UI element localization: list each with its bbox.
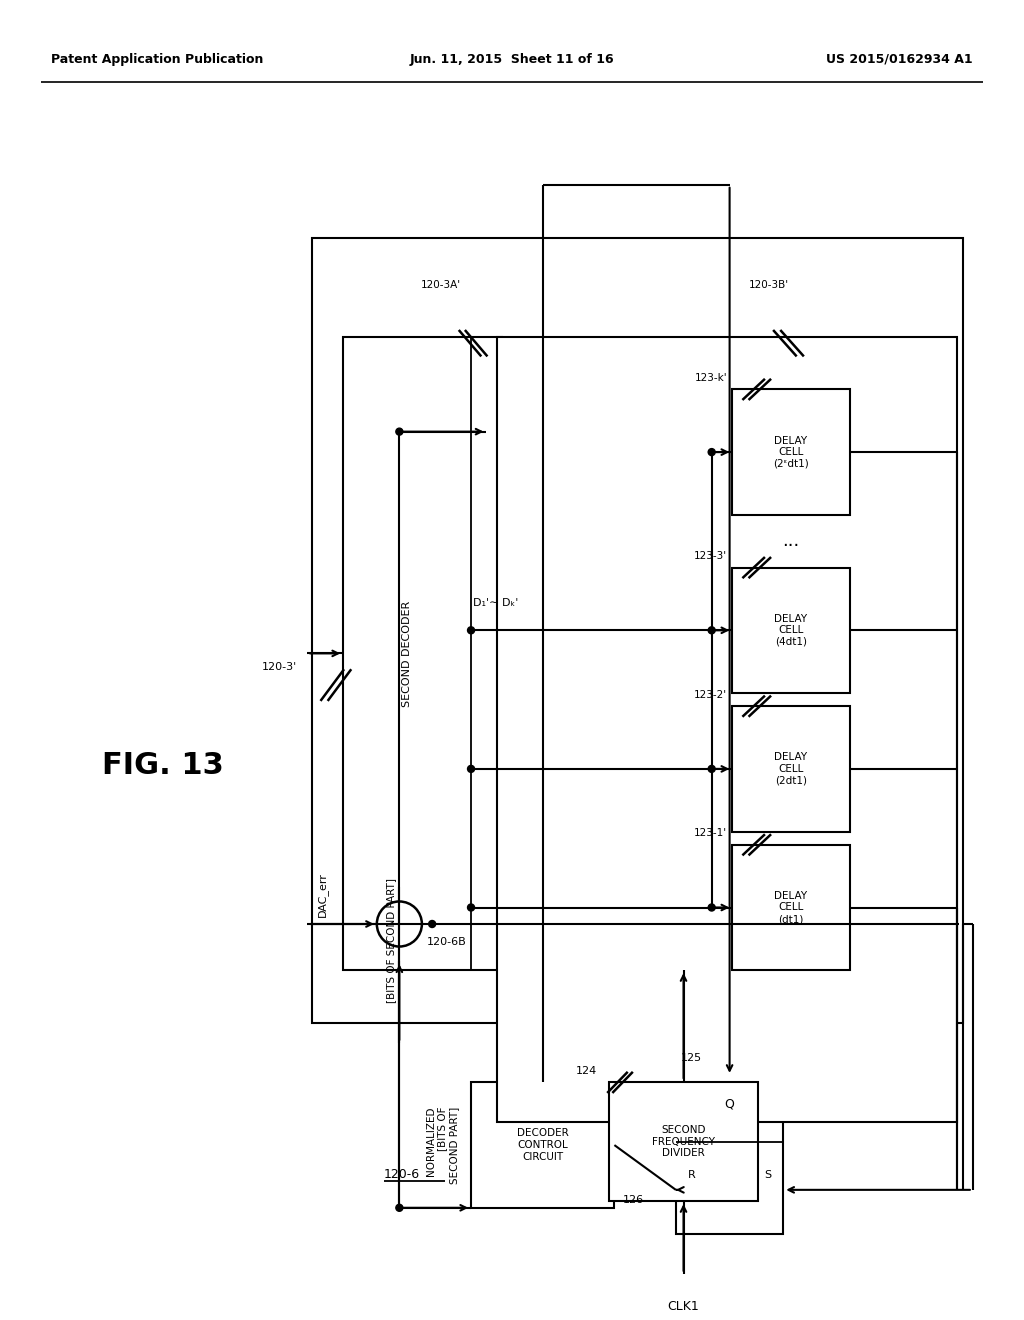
Bar [609,1082,758,1201]
Text: SECOND
FREQUENCY
DIVIDER: SECOND FREQUENCY DIVIDER [652,1125,715,1159]
Bar [732,568,850,693]
Text: DELAY
CELL
(dt1): DELAY CELL (dt1) [774,891,808,924]
Bar [676,1076,783,1234]
Text: DELAY
CELL
(2ᵋdt1): DELAY CELL (2ᵋdt1) [773,436,809,469]
Text: 125: 125 [681,1052,702,1063]
Text: NORMALIZED
[BITS OF
SECOND PART]: NORMALIZED [BITS OF SECOND PART] [426,1106,459,1184]
Text: D₁'∼ Dₖ': D₁'∼ Dₖ' [473,598,518,607]
Circle shape [468,904,474,911]
Text: [BITS OF SECOND PART]: [BITS OF SECOND PART] [386,878,396,1003]
Text: 123-2': 123-2' [694,689,727,700]
Text: 126: 126 [623,1195,644,1205]
Text: Q: Q [725,1098,734,1111]
Text: 123-k': 123-k' [694,372,727,383]
Bar [732,389,850,515]
Text: Patent Application Publication: Patent Application Publication [51,53,263,66]
Text: R: R [688,1171,696,1180]
Text: 120-3': 120-3' [262,661,297,672]
Text: 120-6B: 120-6B [427,937,467,948]
Circle shape [396,1204,402,1212]
Circle shape [396,428,402,436]
Bar [497,337,957,1122]
Text: 120-3A': 120-3A' [421,280,461,290]
Circle shape [709,904,715,911]
Text: 124: 124 [575,1065,597,1076]
Text: DELAY
CELL
(4dt1): DELAY CELL (4dt1) [774,614,808,647]
Text: SECOND DECODER: SECOND DECODER [402,601,412,706]
Circle shape [709,627,715,634]
Bar [471,1082,614,1208]
Text: FIG. 13: FIG. 13 [102,751,224,780]
Circle shape [709,766,715,772]
Text: 123-3': 123-3' [694,550,727,561]
Text: 123-1': 123-1' [694,828,727,838]
Bar [343,337,502,970]
Text: ...: ... [782,532,800,550]
Bar [732,845,850,970]
Bar [312,238,963,1023]
Circle shape [709,449,715,455]
Text: CLK1: CLK1 [668,1300,699,1313]
Text: S: S [764,1171,771,1180]
Circle shape [429,920,435,928]
Text: DAC_err: DAC_err [316,873,328,917]
Text: DECODER
CONTROL
CIRCUIT: DECODER CONTROL CIRCUIT [517,1129,568,1162]
Circle shape [468,627,474,634]
Text: 120-3B': 120-3B' [749,280,788,290]
Circle shape [468,766,474,772]
Bar [732,706,850,832]
Text: Jun. 11, 2015  Sheet 11 of 16: Jun. 11, 2015 Sheet 11 of 16 [410,53,614,66]
Text: DELAY
CELL
(2dt1): DELAY CELL (2dt1) [774,752,808,785]
Text: US 2015/0162934 A1: US 2015/0162934 A1 [826,53,973,66]
Text: 120-6: 120-6 [384,1168,420,1181]
